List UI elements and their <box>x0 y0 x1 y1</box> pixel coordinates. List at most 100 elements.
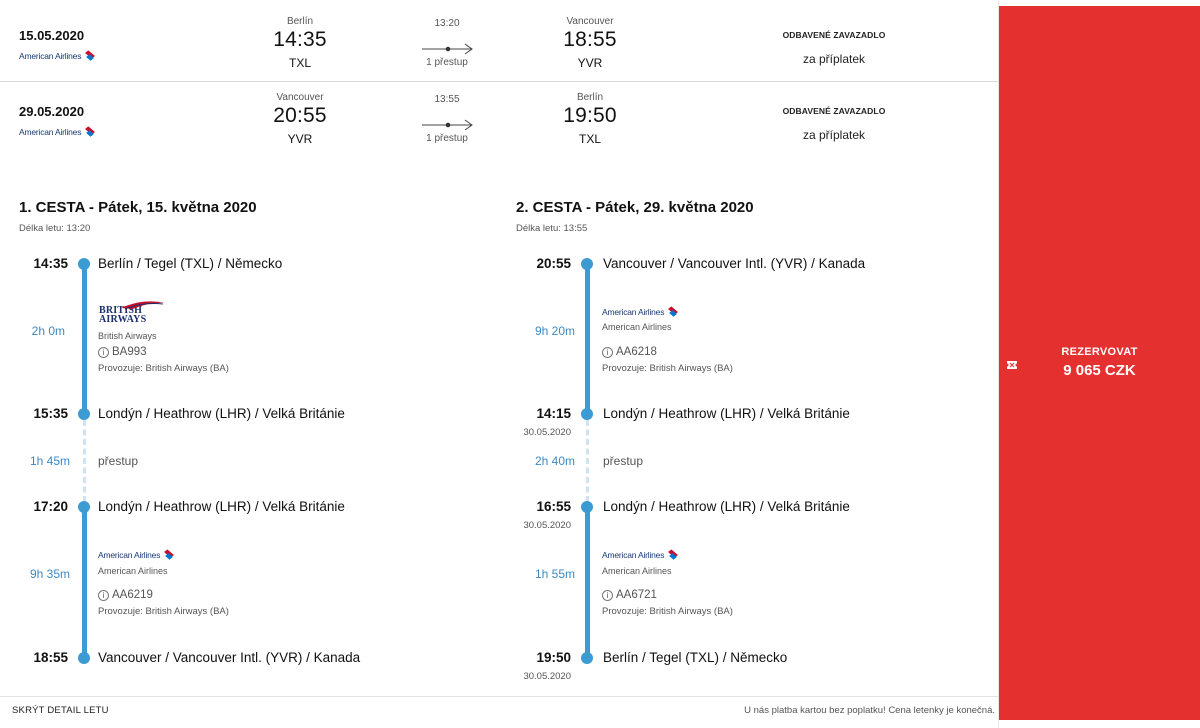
book-label: REZERVOVAT <box>1061 346 1138 358</box>
flight-number[interactable]: i AA6218 <box>602 346 657 358</box>
info-icon[interactable]: i <box>98 346 109 358</box>
payment-note: U nás platba kartou bez poplatku! Cena l… <box>744 705 995 716</box>
stop-place: Londýn / Heathrow (LHR) / Velká Británie <box>603 406 850 421</box>
stops-count: 1 přestup <box>426 57 468 68</box>
flight-number[interactable]: i BA993 <box>98 346 147 358</box>
stop-dot <box>78 652 90 664</box>
transfer-label: přestup <box>98 454 139 468</box>
baggage-value: za příplatek <box>802 128 866 142</box>
stop-time: 19:50 <box>536 650 571 665</box>
route-arrow-icon <box>422 43 473 55</box>
book-button[interactable]: REZERVOVAT 9 065 CZK <box>999 6 1200 720</box>
baggage-title: ODBAVENÉ ZAVAZADLO <box>782 106 886 116</box>
info-icon[interactable]: i <box>602 346 613 358</box>
stop-date: 30.05.2020 <box>523 671 571 682</box>
american-airlines-eagle-icon <box>83 125 97 137</box>
american-airlines-logo: American Airlines <box>602 305 680 317</box>
timeline-segment <box>82 507 87 659</box>
flight-details-panel: 15.05.2020 American Airlines Berlín 14:3… <box>0 0 999 728</box>
british-airways-speedmarque-icon <box>121 301 165 310</box>
american-airlines-eagle-icon <box>162 548 176 560</box>
stop-place: Londýn / Heathrow (LHR) / Velká Británie <box>98 406 345 421</box>
operator: Provozuje: British Airways (BA) <box>602 363 733 374</box>
arrival-time: 18:55 <box>563 28 617 51</box>
route-arrow-icon <box>422 119 473 131</box>
stop-time: 14:15 <box>536 406 571 421</box>
airline-name: American Airlines <box>98 566 168 576</box>
stop-date: 30.05.2020 <box>523 427 571 438</box>
american-airlines-logo: American Airlines <box>19 49 97 61</box>
stop-place: Vancouver / Vancouver Intl. (YVR) / Kana… <box>98 650 361 665</box>
arrival-city: Berlín <box>576 92 604 103</box>
american-airlines-logo: American Airlines <box>602 548 680 560</box>
leg-length: Délka letu: 13:55 <box>516 223 588 234</box>
segment-duration: 1h 55m <box>534 567 575 581</box>
arrival-city: Vancouver <box>566 16 614 27</box>
departure-code: YVR <box>287 132 313 146</box>
arrival-time: 19:50 <box>563 104 617 127</box>
summary-row-outbound[interactable]: 15.05.2020 American Airlines Berlín 14:3… <box>0 6 999 82</box>
stop-time: 16:55 <box>536 499 571 514</box>
stop-time: 17:20 <box>33 499 68 514</box>
american-airlines-logo: American Airlines <box>19 125 97 137</box>
airline-name: American Airlines <box>602 566 672 576</box>
american-airlines-eagle-icon <box>666 305 680 317</box>
baggage-value: za příplatek <box>802 52 866 66</box>
operator: Provozuje: British Airways (BA) <box>98 363 229 374</box>
leg-length: Délka letu: 13:20 <box>19 223 91 234</box>
flight-number[interactable]: i AA6219 <box>98 589 153 601</box>
book-price: 9 065 CZK <box>1063 362 1136 379</box>
stop-dot <box>78 408 90 420</box>
stop-dot <box>581 501 593 513</box>
info-icon[interactable]: i <box>98 589 109 601</box>
segment-duration: 9h 35m <box>29 567 70 581</box>
airline-name: British Airways <box>98 331 157 341</box>
stops-count: 1 přestup <box>426 133 468 144</box>
stop-dot <box>78 501 90 513</box>
timeline-segment <box>585 264 590 414</box>
transfer-duration: 2h 40m <box>534 454 575 468</box>
leg-title: 1. CESTA - Pátek, 15. května 2020 <box>19 199 257 216</box>
american-airlines-eagle-icon <box>83 49 97 61</box>
stop-time: 14:35 <box>33 256 68 271</box>
transfer-duration: 1h 45m <box>29 454 70 468</box>
hide-detail-link[interactable]: SKRÝT DETAIL LETU <box>12 705 109 716</box>
timeline-transfer <box>83 420 86 502</box>
timeline-segment <box>585 507 590 659</box>
flight-number[interactable]: i AA6721 <box>602 589 657 601</box>
stop-dot <box>581 408 593 420</box>
operator: Provozuje: British Airways (BA) <box>98 606 229 617</box>
stop-place: Londýn / Heathrow (LHR) / Velká Británie <box>98 499 345 514</box>
stop-time: 15:35 <box>33 406 68 421</box>
departure-time: 14:35 <box>273 28 327 51</box>
stop-time: 18:55 <box>33 650 68 665</box>
departure-city: Vancouver <box>276 92 324 103</box>
info-icon[interactable]: i <box>602 589 613 601</box>
baggage-title: ODBAVENÉ ZAVAZADLO <box>782 30 886 40</box>
segment-duration: 9h 20m <box>534 324 575 338</box>
operator: Provozuje: British Airways (BA) <box>602 606 733 617</box>
stop-dot <box>581 652 593 664</box>
stop-date: 30.05.2020 <box>523 520 571 531</box>
stop-dot <box>78 258 90 270</box>
summary-row-return[interactable]: 29.05.2020 American Airlines Vancouver 2… <box>0 82 999 158</box>
flight-duration: 13:55 <box>434 94 460 105</box>
segment-duration: 2h 0m <box>31 324 65 338</box>
stop-place: Berlín / Tegel (TXL) / Německo <box>98 256 283 271</box>
arrival-code: YVR <box>577 56 603 70</box>
american-airlines-logo: American Airlines <box>98 548 176 560</box>
stop-place: Londýn / Heathrow (LHR) / Velká Británie <box>603 499 850 514</box>
stop-time: 20:55 <box>536 256 571 271</box>
leg-title: 2. CESTA - Pátek, 29. května 2020 <box>516 199 754 216</box>
departure-code: TXL <box>288 56 311 70</box>
stop-place: Berlín / Tegel (TXL) / Německo <box>603 650 788 665</box>
stop-place: Vancouver / Vancouver Intl. (YVR) / Kana… <box>603 256 866 271</box>
departure-time: 20:55 <box>273 104 327 127</box>
card-footer: SKRÝT DETAIL LETU U nás platba kartou be… <box>0 696 999 728</box>
ticket-icon <box>1007 361 1017 369</box>
flight-duration: 13:20 <box>434 18 460 29</box>
british-airways-logo: BRITISH AIRWAYS <box>99 300 169 330</box>
arrival-code: TXL <box>578 132 601 146</box>
summary-date: 15.05.2020 <box>19 28 85 43</box>
timeline-transfer <box>586 420 589 502</box>
